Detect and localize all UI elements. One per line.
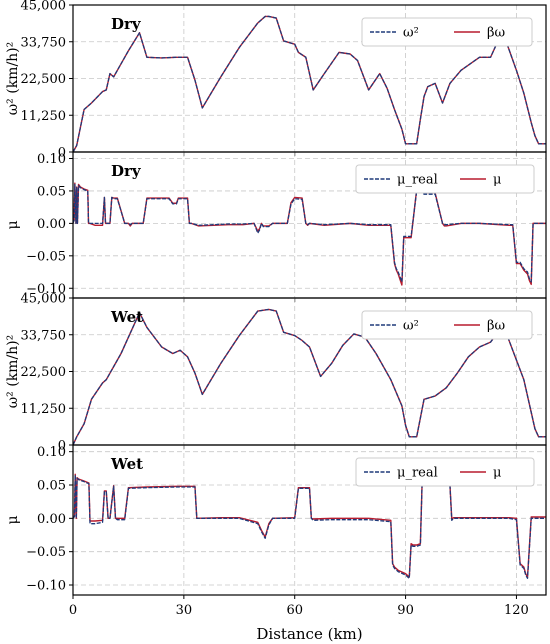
y-tick-label: 11,250 <box>21 402 67 417</box>
y-tick-label: 0.10 <box>37 445 66 460</box>
y-tick-label: 0 <box>58 439 66 454</box>
y-tick-label: 0 <box>58 146 66 161</box>
legend: μ_real μ <box>355 457 535 487</box>
series-line-a <box>72 308 546 446</box>
y-tick-label: 33,750 <box>21 35 67 50</box>
legend-label: ω² <box>403 319 419 334</box>
y-tick-label: 45,000 <box>21 292 67 307</box>
legend: ω² βω <box>361 310 533 340</box>
chart-panel-3: 0 11,250 22,500 33,750 45,000 ω² (km/h)² Wet ω²… <box>5 292 547 454</box>
y-tick-label: 22,500 <box>21 72 67 87</box>
panel-title: Wet <box>110 455 143 473</box>
panel-title: Wet <box>110 308 143 326</box>
series-line-a <box>72 474 546 579</box>
legend-label: βω <box>487 26 505 41</box>
y-tick-label: −0.10 <box>26 282 66 297</box>
legend: μ_real μ <box>355 164 535 194</box>
legend-label: μ_real <box>397 173 438 188</box>
y-tick-label: 45,000 <box>21 0 67 14</box>
legend-box <box>361 17 533 47</box>
y-axis-label: μ <box>5 220 21 229</box>
plot-frame <box>72 444 547 596</box>
series-line-b <box>72 182 546 286</box>
series-line-a <box>72 15 546 153</box>
y-tick-label: 0.05 <box>37 479 66 494</box>
legend-label: ω² <box>403 26 419 41</box>
y-tick-label: −0.05 <box>26 545 66 560</box>
y-tick-label: −0.10 <box>26 579 66 594</box>
y-tick-label: 0.00 <box>37 512 66 527</box>
y-tick-label: 11,250 <box>21 109 67 124</box>
y-axis-label: ω² (km/h)² <box>5 42 21 116</box>
y-tick-label: 33,750 <box>21 328 67 343</box>
y-tick-label: 0.05 <box>37 184 66 199</box>
legend-label: μ <box>493 466 501 481</box>
chart-panel-1: 0 11,250 22,500 33,750 45,000 ω² (km/h)² Dry ω²… <box>5 0 547 161</box>
legend-label: βω <box>487 319 505 334</box>
legend-label: μ <box>493 173 501 188</box>
y-tick-label: 0.00 <box>37 217 66 232</box>
legend-box <box>361 310 533 340</box>
legend-label: μ_real <box>397 466 438 481</box>
y-tick-label: 22,500 <box>21 365 67 380</box>
legend: ω² βω <box>361 17 533 47</box>
x-axis-label: Distance (km) <box>256 625 362 643</box>
y-tick-label: −0.05 <box>26 249 66 264</box>
chart-panel-2: 0.10 0.05 0.00 −0.05 −0.10 μ Dry μ_real μ <box>5 151 547 302</box>
y-axis-label: μ <box>5 515 21 524</box>
x-tick-label: 120 <box>504 603 529 618</box>
legend-box <box>355 164 535 194</box>
panel-title: Dry <box>111 15 142 33</box>
series-line-a <box>72 183 546 283</box>
x-tick-label: 90 <box>397 603 414 618</box>
panel-title: Dry <box>111 162 142 180</box>
y-axis-label: ω² (km/h)² <box>5 335 21 409</box>
x-tick-label: 0 <box>69 603 77 618</box>
y-tick-label: 0.10 <box>37 152 66 167</box>
chart-panel-4: 0.10 0.05 0.00 −0.05 −0.10 μ Wet μ_real μ <box>5 444 547 599</box>
x-tick-label: 60 <box>286 603 303 618</box>
legend-box <box>355 457 535 487</box>
x-tick-label: 30 <box>176 603 193 618</box>
